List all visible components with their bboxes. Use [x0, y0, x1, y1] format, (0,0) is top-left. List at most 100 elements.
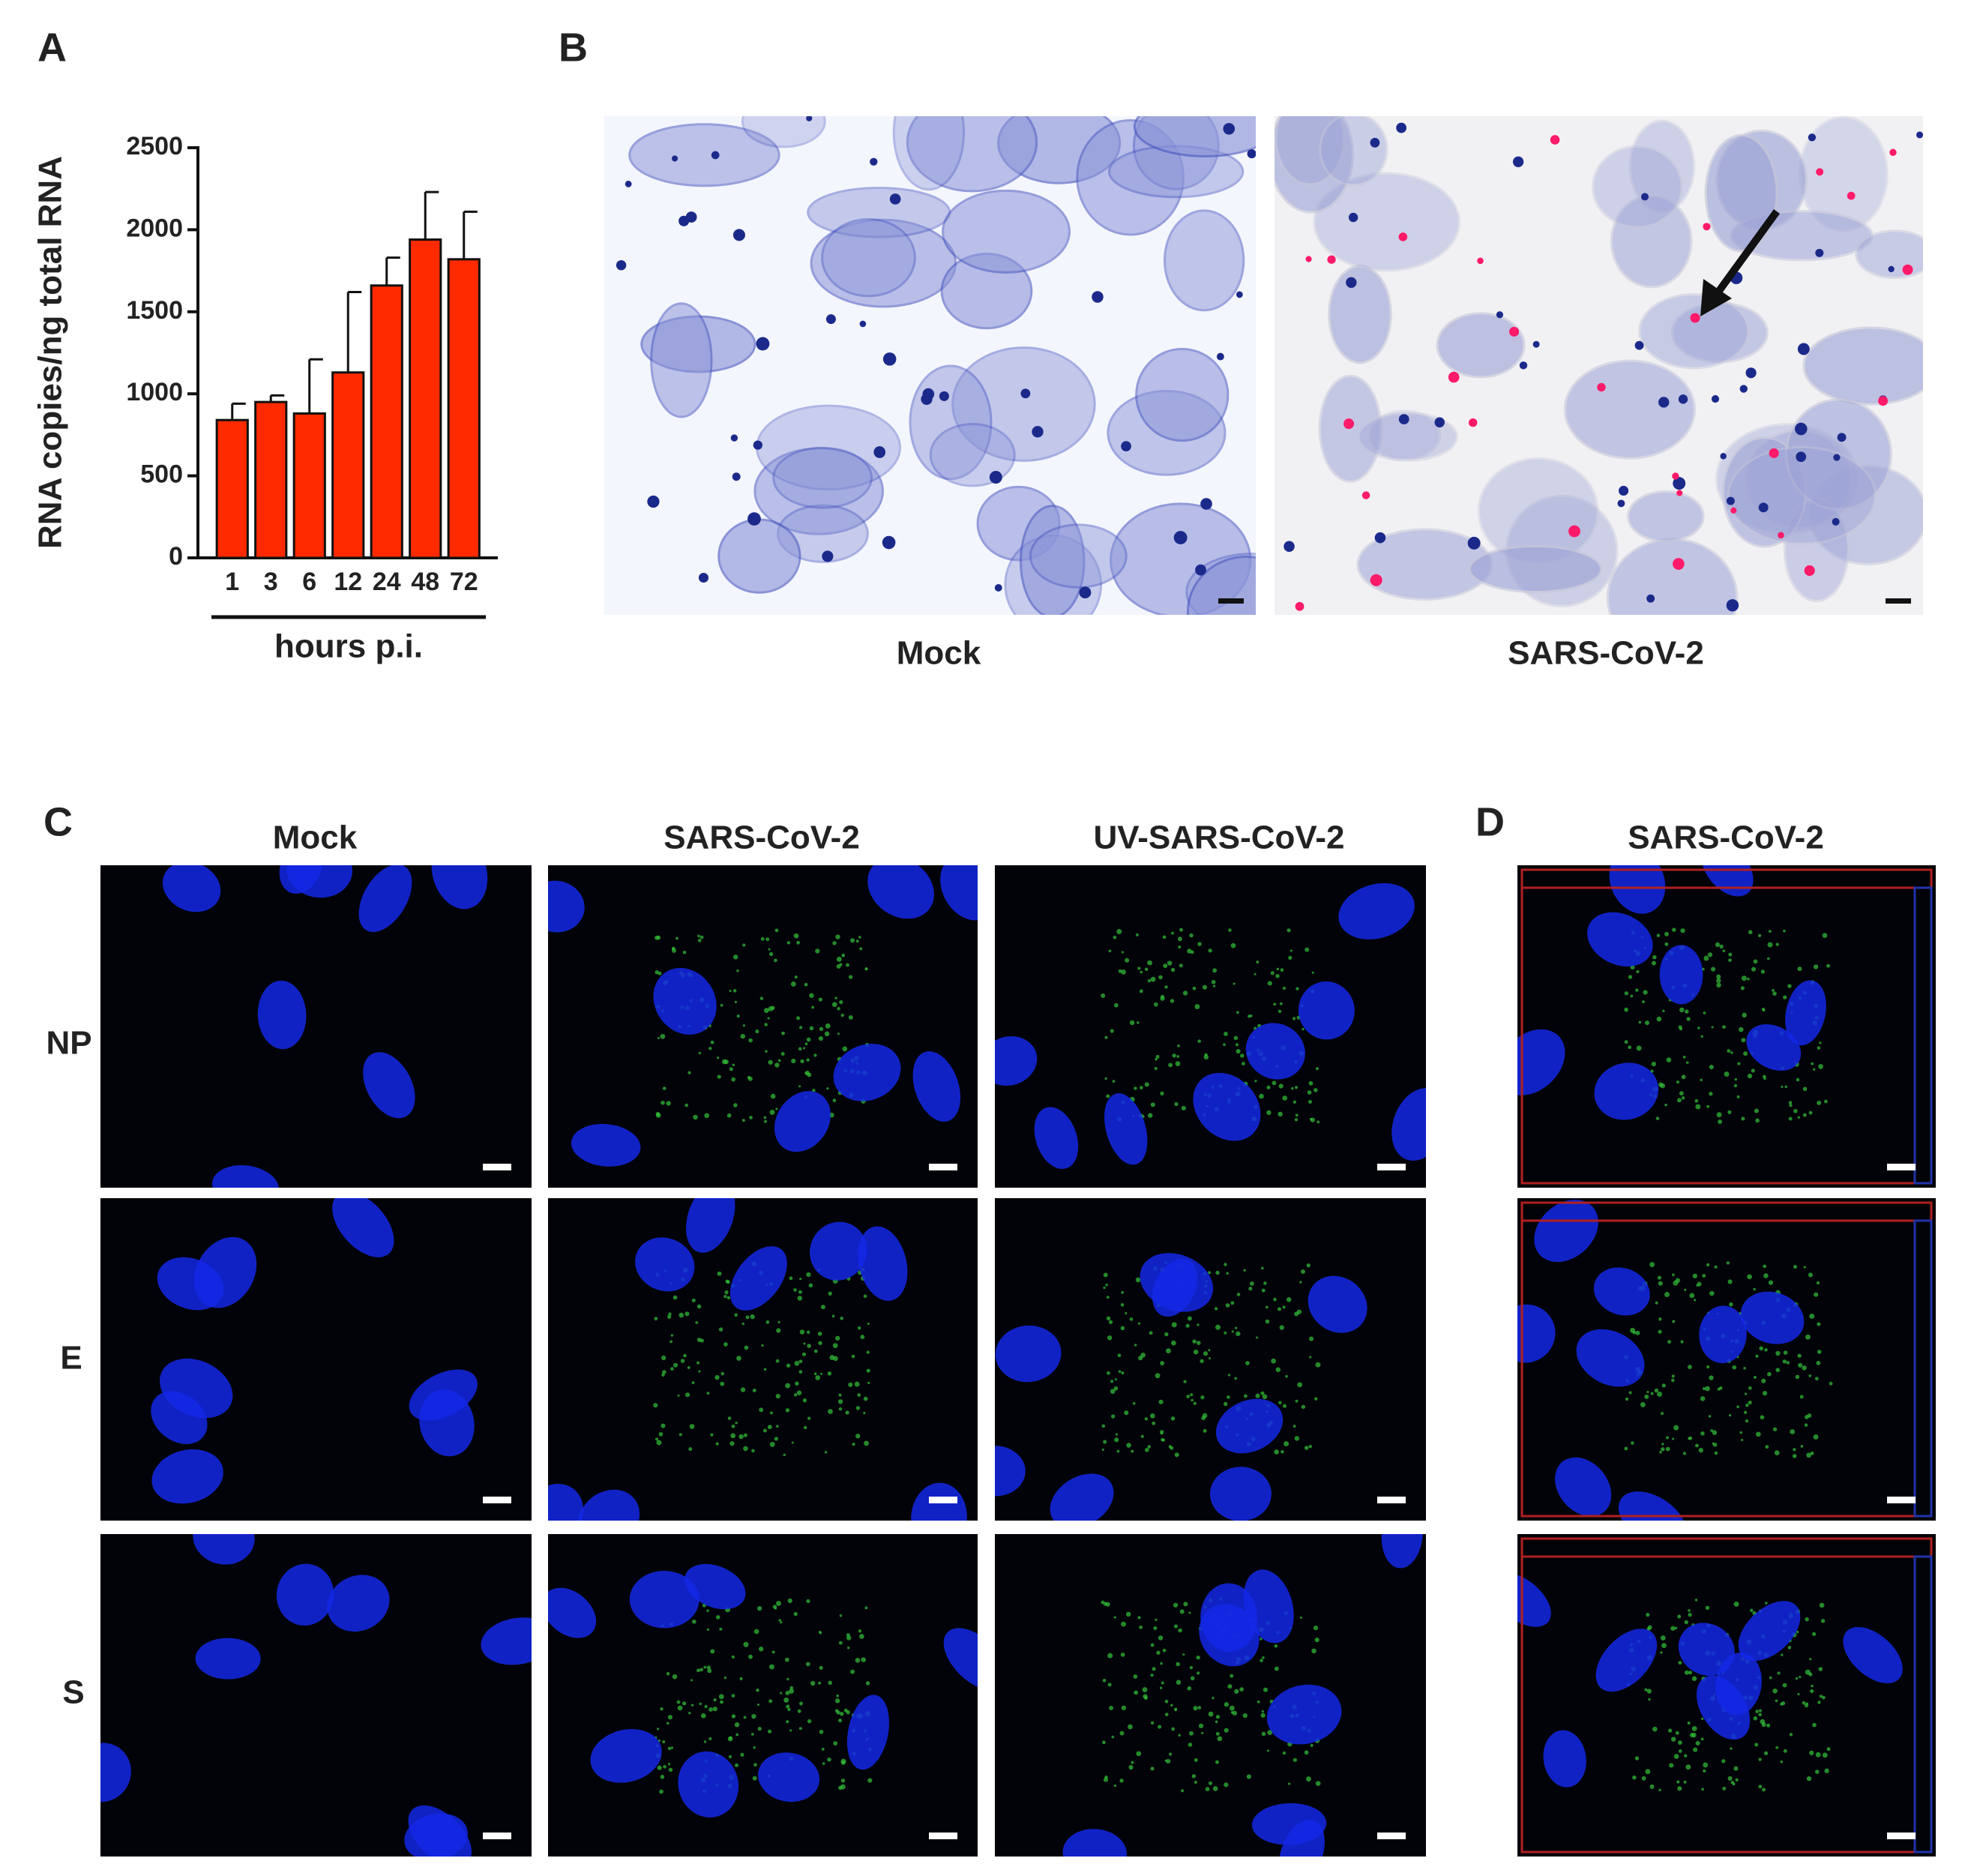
signal-dot [1191, 1398, 1194, 1402]
image-bg [1517, 865, 1936, 1188]
signal-dot [1113, 1616, 1116, 1619]
signal-dot [672, 1295, 678, 1300]
nucleus-dot [1079, 586, 1092, 599]
signal-dot [1147, 1445, 1152, 1449]
nucleus [1587, 912, 1653, 966]
signal-dot [1806, 1776, 1812, 1782]
signal-dot [819, 1665, 823, 1670]
signal-dot [1811, 1062, 1814, 1065]
signal-dot [1790, 1429, 1796, 1434]
signal-dot [1697, 1026, 1700, 1029]
signal-dot [786, 1720, 789, 1724]
bar [409, 238, 442, 559]
signal-dot [775, 1600, 781, 1606]
signal-dot [732, 1063, 735, 1067]
column-header: UV-SARS-CoV-2 [1094, 820, 1345, 856]
signal-dot [1182, 1653, 1185, 1656]
signal-dot [796, 940, 801, 945]
signal-dot [668, 1312, 672, 1316]
signal-dot [1208, 1781, 1212, 1785]
signal-dot [1803, 1266, 1806, 1269]
signal-dot [1628, 975, 1633, 979]
signal-dot [1672, 928, 1676, 932]
signal-dot [780, 1692, 783, 1695]
rna-signal [1730, 507, 1737, 514]
rna-signal [1398, 232, 1408, 241]
signal-dot [695, 1321, 699, 1324]
signal-dot [1277, 1307, 1281, 1311]
signal-dot [1708, 1415, 1712, 1418]
signal-dot [819, 1729, 824, 1734]
signal-dot [1267, 981, 1272, 986]
cell [1020, 505, 1086, 615]
signal-dot [768, 951, 774, 957]
signal-dot [741, 1322, 744, 1326]
nucleus-dot [1658, 397, 1670, 408]
signal-dot [1103, 1602, 1107, 1606]
signal-dot [846, 963, 849, 967]
signal-dot [818, 997, 822, 1002]
nucleus-dot [1720, 453, 1727, 460]
micrograph [1517, 1198, 1936, 1521]
cell [1328, 265, 1392, 364]
signal-dot [855, 939, 859, 943]
signal-dot [1804, 1415, 1809, 1419]
signal-dot [1684, 1288, 1687, 1291]
signal-dot [1712, 1442, 1715, 1445]
signal-dot [700, 1713, 706, 1719]
signal-dot [1775, 942, 1779, 946]
signal-dot [1681, 1096, 1685, 1100]
signal-dot [793, 1611, 798, 1617]
rna-signal [1295, 601, 1305, 611]
signal-dot [1684, 1754, 1688, 1758]
signal-dot [1683, 1780, 1687, 1784]
signal-dot [785, 1408, 790, 1413]
signal-dot [1640, 1401, 1646, 1407]
signal-dot [1664, 931, 1669, 937]
signal-dot [772, 1605, 777, 1609]
signal-dot [1736, 1405, 1739, 1409]
signal-dot [763, 1008, 769, 1014]
signal-dot [1727, 1049, 1731, 1053]
signal-dot [1137, 966, 1141, 970]
nucleus [162, 865, 221, 913]
signal-dot [819, 1631, 822, 1635]
signal-dot [659, 1789, 663, 1794]
signal-dot [1106, 1316, 1111, 1321]
signal-dot [1134, 1344, 1137, 1347]
signal-dot [813, 1349, 818, 1353]
signal-dot [1684, 1620, 1688, 1625]
signal-dot [1230, 942, 1236, 948]
signal-dot [735, 1422, 738, 1425]
nucleus [100, 1743, 131, 1803]
signal-dot [1120, 1326, 1125, 1331]
signal-dot [798, 1370, 803, 1374]
signal-dot [729, 1067, 733, 1071]
signal-dot [1287, 928, 1291, 933]
signal-dot [1260, 1638, 1263, 1641]
signal-dot [1142, 1687, 1148, 1693]
signal-dot [1171, 1322, 1177, 1328]
signal-dot [1106, 1094, 1110, 1098]
rna-signal [1568, 525, 1580, 538]
signal-dot [1306, 1263, 1310, 1268]
signal-dot [1649, 1262, 1655, 1267]
signal-dot [729, 989, 732, 993]
signal-dot [677, 1705, 683, 1711]
signal-dot [1657, 1391, 1663, 1397]
signal-dot [715, 1615, 720, 1620]
signal-dot [838, 1719, 843, 1723]
signal-dot [1661, 1443, 1664, 1446]
signal-dot [1279, 1002, 1283, 1005]
signal-dot [1643, 990, 1648, 995]
signal-dot [1748, 1386, 1752, 1390]
signal-dot [736, 1014, 740, 1018]
signal-dot [1257, 1700, 1260, 1704]
signal-dot [1164, 1713, 1169, 1716]
signal-dot [1656, 1016, 1662, 1022]
micrograph [100, 865, 532, 1188]
y-tick-label: 2000 [126, 214, 183, 242]
signal-dot [1170, 1704, 1173, 1707]
nucleus [151, 1391, 208, 1444]
signal-dot [667, 1763, 671, 1766]
